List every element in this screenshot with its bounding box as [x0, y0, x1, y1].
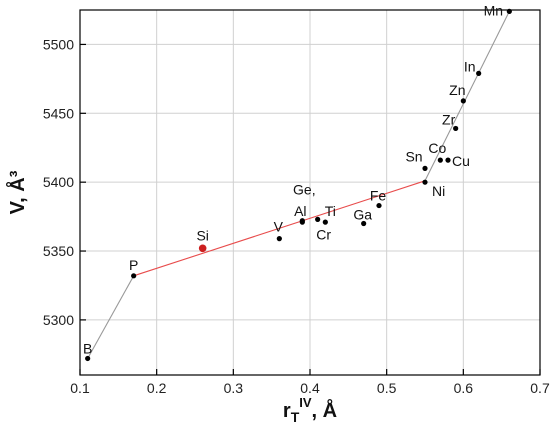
x-axis-title-subscript: T	[291, 409, 300, 425]
point-label: In	[464, 58, 476, 74]
x-tick-label: 0.4	[300, 380, 320, 396]
data-point	[322, 219, 328, 225]
data-point	[445, 157, 451, 163]
data-point	[299, 219, 305, 225]
point-label: Ni	[432, 183, 445, 199]
point-label: Al	[294, 203, 306, 219]
point-label: V	[274, 219, 284, 235]
y-tick-label: 5500	[43, 36, 74, 52]
point-label: Ga	[353, 206, 372, 222]
trend-lines	[87, 11, 510, 359]
point-label: P	[129, 257, 138, 273]
data-point	[131, 273, 137, 279]
point-label: Si	[196, 227, 208, 243]
y-tick-label: 5450	[43, 105, 74, 121]
x-tick-label: 0.2	[147, 380, 167, 396]
x-axis-title-superscript: IV	[299, 395, 312, 410]
point-label: Sn	[405, 148, 422, 164]
x-axis-title-suffix: , Å	[312, 398, 338, 422]
point-label: Ti	[325, 203, 336, 219]
point-label: Zr	[442, 111, 456, 127]
point-label: Cu	[452, 153, 470, 169]
grid	[79, 10, 541, 375]
data-point	[506, 8, 512, 14]
data-point	[361, 220, 367, 227]
x-axis-title: rTIV, Å	[283, 395, 337, 425]
data-point	[460, 98, 466, 104]
y-tick-label: 5400	[43, 174, 74, 190]
point-label: Ge,	[293, 182, 316, 198]
point-label: B	[83, 340, 92, 356]
x-tick-label: 0.7	[530, 380, 550, 396]
data-point	[453, 125, 459, 132]
data-points	[85, 8, 512, 362]
trend-line	[424, 11, 510, 182]
data-point	[422, 179, 428, 185]
x-tick-label: 0.5	[377, 380, 397, 396]
x-tick-label: 0.6	[454, 380, 474, 396]
data-point	[315, 216, 321, 222]
data-point	[85, 355, 91, 362]
data-point	[276, 236, 282, 242]
data-point	[376, 202, 382, 209]
axis-ticks: 0.1 0.2 0.3 0.4 0.5 0.6 0.7 5300 5350 5400 5450 550…	[43, 36, 550, 396]
y-tick-label: 5300	[43, 312, 74, 328]
point-label: Co	[428, 140, 446, 156]
data-point	[437, 157, 443, 163]
trend-line	[87, 275, 135, 359]
point-labels: B P Si V Ge, Al Cr Ti Ga Fe Ni Sn Co Cu Zr Zn In Mn	[83, 2, 503, 356]
x-tick-label: 0.1	[70, 380, 90, 396]
data-point	[198, 244, 207, 253]
y-tick-label: 5350	[43, 243, 74, 259]
point-label: Fe	[370, 188, 387, 204]
data-point	[476, 70, 482, 76]
point-label: Zn	[449, 82, 465, 98]
point-label: Mn	[484, 2, 503, 18]
x-tick-label: 0.3	[224, 380, 244, 396]
fit-line	[133, 180, 426, 277]
point-label: Cr	[316, 226, 331, 242]
data-point	[422, 165, 428, 171]
y-axis-title: V, Å³	[5, 170, 29, 214]
